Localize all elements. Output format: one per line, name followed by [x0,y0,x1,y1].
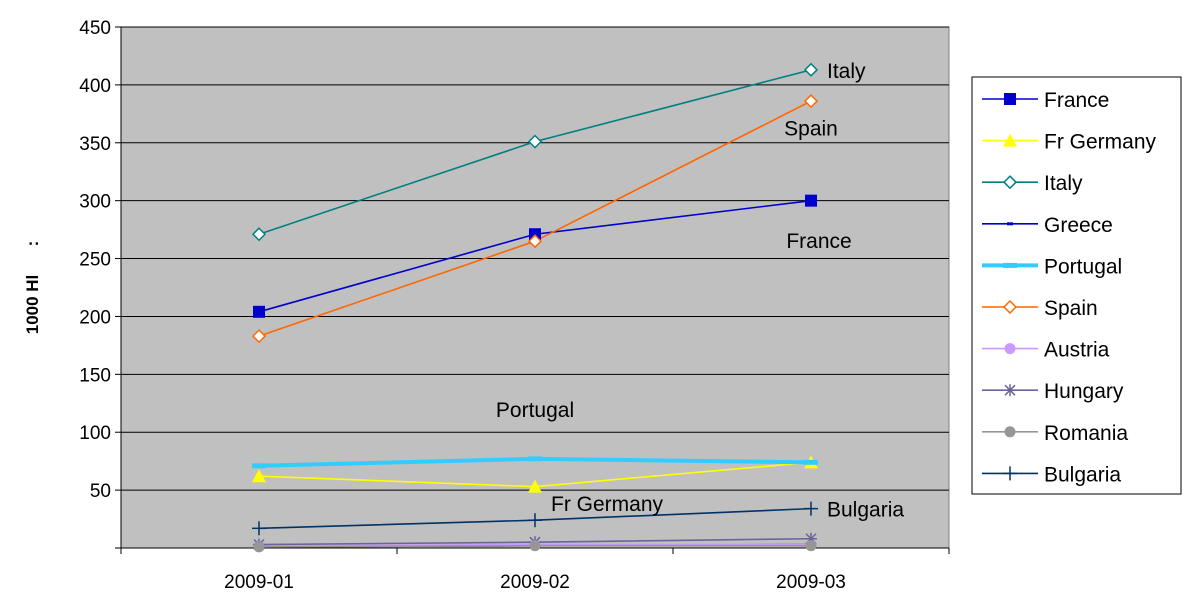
data-point-romania [529,540,541,552]
legend-swatch-marker [1004,384,1016,397]
legend-swatch-marker [1004,93,1016,105]
data-point-spain [803,94,819,109]
data-point-bulgaria [528,513,542,528]
legend-label: Portugal [1044,255,1122,278]
legend-item-romania: Romania [982,422,1128,445]
annotation-label: Italy [827,60,866,83]
x-tick-label: 2009-03 [776,572,846,593]
legend: France Fr Germany Italy Greece Portugal Spain… [971,76,1182,495]
annotation-label: Fr Germany [551,493,664,516]
x-tick-label: 2009-01 [224,572,294,593]
legend-label: Bulgaria [1044,463,1121,486]
legend-item-fr-germany: Fr Germany [982,131,1157,154]
annotations: Italy Spain France Portugal Fr Germany Bulgar… [496,60,904,522]
legend-item-france: France [982,89,1109,112]
data-point-bulgaria [804,501,818,516]
series-markers [251,62,819,553]
legend-item-portugal: Portugal [982,255,1122,278]
legend-label: Fr Germany [1044,131,1157,154]
y-tick-label: 350 [79,134,111,155]
legend-swatch-marker [1004,426,1016,438]
y-axis-ticks: 50 100 150 200 250 300 350 400 450 [79,18,111,502]
data-point-bulgaria [252,521,266,536]
legend-label: France [1044,89,1109,112]
y-tick-label: 100 [79,423,111,444]
annotation-label: France [786,230,851,253]
legend-label: Italy [1044,172,1083,195]
legend-item-austria: Austria [982,339,1110,362]
x-axis-ticks: 2009-01 2009-02 2009-03 [224,572,846,593]
y-axis-label: 1000 Hl : [23,241,42,335]
legend-swatch-marker [1002,299,1018,315]
y-tick-label: 450 [79,18,111,39]
data-point-spain [251,329,267,344]
data-point-italy [803,62,819,77]
legend-item-greece: Greece [982,214,1113,237]
data-point-italy [527,134,543,149]
legend-item-spain: Spain [982,297,1098,320]
legend-swatch-marker [1003,262,1017,268]
legend-swatch-marker [1003,466,1017,481]
x-tick-label: 2009-02 [500,572,570,593]
annotation-label: Bulgaria [827,499,904,522]
legend-label: Spain [1044,297,1098,320]
legend-item-hungary: Hungary [982,380,1124,403]
y-tick-label: 50 [90,481,111,502]
legend-label: Hungary [1044,380,1124,403]
data-point-fr-germany [252,469,266,483]
data-point-portugal [252,463,266,469]
data-point-spain [527,234,543,249]
y-tick-label: 150 [79,365,111,386]
y-tick-label: 200 [79,307,111,328]
data-point-france [253,305,265,318]
data-point-romania [805,540,817,552]
legend-swatch-marker [1002,175,1018,190]
data-point-france [805,194,817,207]
annotation-label: Spain [784,118,838,141]
annotation-label: Portugal [496,399,574,422]
data-point-portugal [804,459,818,465]
data-point-fr-germany [528,479,542,493]
y-tick-label: 300 [79,192,111,213]
legend-swatch-marker [1004,343,1016,355]
data-point-italy [251,227,267,242]
legend-label: Romania [1044,422,1128,445]
y-tick-label: 250 [79,250,111,271]
data-point-romania [253,541,265,553]
data-point-portugal [528,456,542,462]
y-tick-label: 400 [79,76,111,97]
legend-swatch-marker [1003,133,1017,147]
legend-item-bulgaria: Bulgaria [982,463,1121,486]
legend-swatch-marker [1007,222,1013,226]
plot-area [120,26,950,549]
legend-label: Austria [1044,339,1110,362]
legend-label: Greece [1044,214,1113,237]
legend-item-italy: Italy [982,172,1083,195]
